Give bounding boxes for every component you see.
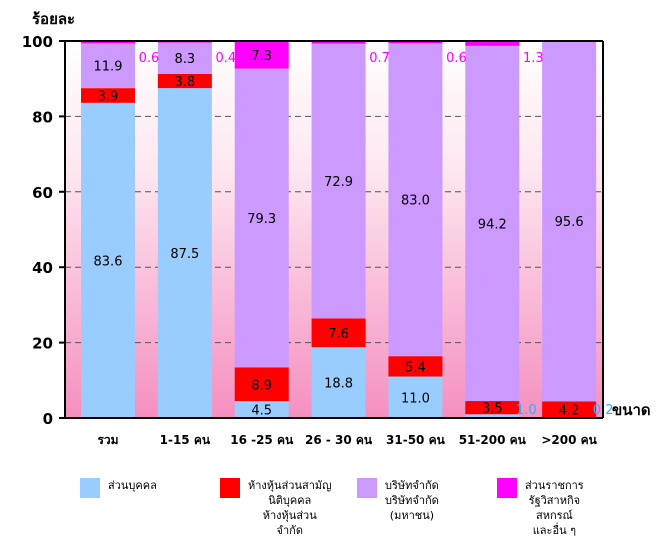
legend-item: บริษัทจำกัด บริษัทจำกัด (มหาชน) [357, 478, 439, 523]
bar-segment [81, 41, 135, 44]
x-tick-label: 1-15 คน [160, 433, 211, 447]
data-label: 1.0 [516, 403, 537, 418]
bar-segment [234, 367, 289, 402]
data-label: 18.8 [324, 377, 353, 392]
data-label: 4.5 [251, 404, 272, 419]
bar-segment [234, 41, 289, 69]
data-label: 0.6 [446, 51, 467, 66]
bar-segment [465, 45, 520, 402]
legend: ส่วนบุคคล ห้างหุ้นส่วนสามัญ นิติบุคคล ห้า… [0, 478, 665, 554]
stacked-bar-chart: 83.6 3.9 11.9 0.6 87.5 3.8 8.3 0.4 4.5 8.9 79.3 7.3… [22, 10, 651, 447]
x-tick-label: 51-200 คน [459, 433, 527, 447]
y-tick-label: 0 [43, 410, 53, 428]
bar-segment [311, 41, 366, 44]
legend-label: ส่วนราชการ รัฐวิสาหกิจ สหกรณ์ และอื่น ๆ [525, 479, 584, 537]
bar-segment [81, 43, 135, 89]
bar-segment [388, 41, 443, 44]
data-label: 4.2 [559, 403, 580, 418]
bar-segment [234, 68, 289, 368]
y-tick-label: 40 [32, 259, 53, 277]
x-tick-label: 31-50 คน [386, 433, 446, 447]
y-tick-label: 20 [32, 335, 53, 353]
bar-segment [157, 88, 212, 418]
bar-segment [234, 401, 289, 418]
bar-segment [388, 376, 443, 418]
bar-segment [388, 43, 443, 357]
legend-label: บริษัทจำกัด บริษัทจำกัด (มหาชน) [385, 479, 439, 522]
x-tick-label: 26 - 30 คน [305, 433, 373, 447]
y-tick-label: 100 [22, 33, 53, 51]
data-label: 83.6 [94, 254, 123, 269]
data-label: 0.7 [369, 51, 390, 66]
bar-segment [157, 42, 212, 74]
legend-item: ส่วนบุคคล [80, 478, 157, 498]
bar-segment [388, 356, 443, 377]
data-label: 1.3 [523, 51, 544, 66]
data-label: 0.4 [216, 51, 237, 66]
legend-label: ส่วนบุคคล [108, 479, 157, 492]
x-tick-label: รวม [97, 433, 118, 447]
data-label: 5.4 [405, 360, 426, 375]
data-label: 8.3 [175, 52, 196, 67]
bar-segment [81, 88, 135, 103]
data-label: 87.5 [170, 247, 199, 262]
y-tick-label: 60 [32, 184, 53, 202]
data-label: 3.9 [98, 89, 119, 104]
bar-segment [311, 347, 366, 418]
bar-segment [465, 414, 520, 418]
data-label: 7.3 [251, 49, 272, 64]
y-axis-title: ร้อยละ [32, 10, 75, 28]
data-label: 0.6 [139, 51, 160, 66]
legend-swatch [220, 478, 240, 498]
y-tick-label: 80 [32, 108, 53, 126]
bar-segment [465, 41, 520, 46]
data-label: 11.0 [401, 391, 430, 406]
data-label: 7.6 [328, 327, 349, 342]
bar-segment [311, 43, 366, 319]
data-label: 11.9 [94, 60, 123, 75]
x-axis-title: ขนาด [612, 401, 651, 419]
legend-item: ส่วนราชการ รัฐวิสาหกิจ สหกรณ์ และอื่น ๆ [497, 478, 584, 538]
x-tick-label: 16 -25 คน [230, 433, 294, 447]
data-label: 3.5 [482, 402, 503, 417]
bar-segment [81, 102, 135, 418]
data-label: 94.2 [478, 217, 507, 232]
data-label: 95.6 [555, 215, 584, 230]
data-label: 8.9 [251, 378, 272, 393]
data-label: 83.0 [401, 194, 430, 209]
legend-label: ห้างหุ้นส่วนสามัญ นิติบุคคล ห้างหุ้นส่วน… [248, 479, 332, 537]
legend-swatch [357, 478, 377, 498]
bar-segment [542, 41, 597, 402]
legend-item: ห้างหุ้นส่วนสามัญ นิติบุคคล ห้างหุ้นส่วน… [220, 478, 332, 538]
data-label: 79.3 [247, 212, 276, 227]
x-tick-label: >200 คน [541, 433, 597, 447]
bar-segment [311, 318, 366, 348]
bar-segment [157, 73, 212, 89]
data-label: 3.8 [175, 75, 196, 90]
bar-segment [465, 401, 520, 415]
legend-swatch [80, 478, 100, 498]
legend-swatch [497, 478, 517, 498]
data-label: 72.9 [324, 175, 353, 190]
bar-segment [542, 401, 597, 418]
